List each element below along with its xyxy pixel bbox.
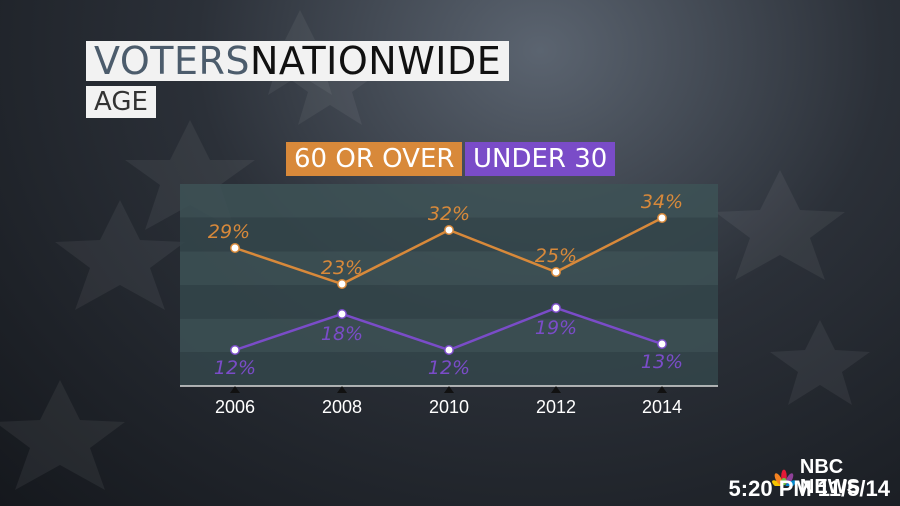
- grid-band: [180, 251, 718, 285]
- data-point: [337, 309, 347, 319]
- x-tick-mark: [337, 386, 347, 393]
- x-tick-label: 2014: [642, 397, 682, 417]
- x-tick-mark: [657, 386, 667, 393]
- data-point: [444, 345, 454, 355]
- logo-text: NBC NEWS: [799, 456, 860, 498]
- x-tick-label: 2012: [536, 397, 576, 417]
- grid-band: [180, 184, 718, 218]
- data-point: [551, 303, 561, 313]
- data-point: [551, 267, 561, 277]
- data-label: 29%: [208, 221, 250, 243]
- x-tick-mark: [230, 386, 240, 393]
- data-point: [230, 243, 240, 253]
- data-point: [337, 279, 347, 289]
- data-label: 23%: [321, 257, 363, 279]
- peacock-icon: [772, 469, 796, 486]
- x-tick-label: 2006: [215, 397, 255, 417]
- grid-band: [180, 352, 718, 386]
- x-tick-mark: [551, 386, 561, 393]
- data-label: 13%: [641, 351, 683, 373]
- legend-under-30: UNDER 30: [465, 142, 616, 176]
- x-tick-label: 2008: [322, 397, 362, 417]
- grid-band: [180, 285, 718, 319]
- data-point: [657, 339, 667, 349]
- data-label: 12%: [214, 357, 256, 379]
- data-point: [230, 345, 240, 355]
- data-label: 34%: [641, 191, 683, 213]
- title-box: VOTERS NATIONWIDE: [86, 39, 510, 83]
- data-label: 25%: [535, 245, 577, 267]
- data-label: 32%: [428, 203, 470, 225]
- x-tick-mark: [444, 386, 454, 393]
- x-tick-label: 2010: [429, 397, 469, 417]
- legend-60-or-over: 60 OR OVER: [286, 142, 463, 176]
- data-label: 12%: [428, 357, 470, 379]
- title-part1: VOTERS: [94, 39, 250, 83]
- data-label: 18%: [321, 323, 363, 345]
- subtitle: AGE: [86, 86, 156, 118]
- data-label: 19%: [535, 317, 577, 339]
- data-point: [657, 213, 667, 223]
- data-point: [444, 225, 454, 235]
- nbc-news-logo: NBC NEWS: [772, 457, 900, 497]
- timestamp: 5:20 PM 11/5/14: [728, 476, 890, 501]
- title-part2: NATIONWIDE: [249, 39, 502, 83]
